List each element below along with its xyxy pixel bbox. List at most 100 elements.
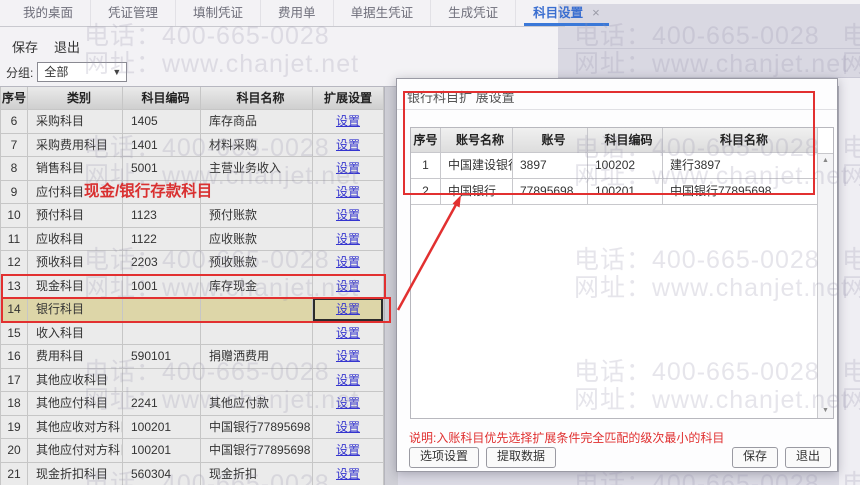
row-action-cell: 设置 <box>313 274 384 297</box>
tab-7[interactable]: 科目设置 × <box>516 0 617 26</box>
active-tab-underline <box>524 23 609 26</box>
settings-link[interactable]: 设置 <box>335 372 360 387</box>
group-label: 分组: <box>6 65 34 80</box>
extract-data-button[interactable]: 提取数据 <box>486 447 557 468</box>
save-button[interactable]: 保存 <box>12 40 39 55</box>
settings-link[interactable]: 设置 <box>335 396 360 410</box>
table-row[interactable]: 12 预收科目 2203 预收账款 设置 <box>1 251 385 275</box>
dialog-left-buttons: 选项设置 提取数据 <box>409 447 557 468</box>
exit-button[interactable]: 退出 <box>54 40 81 55</box>
bank-table-row[interactable]: 1 中国建设银行 3897 100202 建行3897 <box>411 153 818 179</box>
row-action-cell: 设置 <box>313 345 384 368</box>
row-action-cell: 设置 <box>313 180 384 203</box>
dialog-right-buttons: 保存 退出 <box>731 447 831 468</box>
options-settings-button[interactable]: 选项设置 <box>409 447 480 468</box>
dialog-save-button[interactable]: 保存 <box>731 447 778 468</box>
row-name <box>201 368 313 391</box>
table-row[interactable]: 8 销售科目 5001 主营业务收入 设置 <box>1 157 385 181</box>
row-seq: 12 <box>1 251 28 274</box>
dialog-exit-button[interactable]: 退出 <box>784 447 831 468</box>
row-action-cell: 设置 <box>313 462 384 485</box>
table-row[interactable]: 9 应付科目 设置 <box>1 180 385 204</box>
row-name: 材料采购 <box>201 133 313 156</box>
row-seq: 10 <box>1 204 28 227</box>
top-right-panel <box>558 4 860 78</box>
row-seq: 21 <box>1 462 28 485</box>
row-action-cell: 设置 <box>313 321 384 344</box>
settings-link[interactable]: 设置 <box>335 114 360 128</box>
divider <box>558 77 860 78</box>
scrollbar-header-stub <box>818 128 833 154</box>
tab-4[interactable]: 费用单 <box>261 0 334 26</box>
settings-link[interactable]: 设置 <box>335 184 360 199</box>
settings-link[interactable]: 设置 <box>335 443 360 457</box>
row-code: 1001 <box>123 274 201 297</box>
row-seq: 19 <box>1 415 28 438</box>
table-row[interactable]: 21 现金折扣科目 560304 现金折扣 设置 <box>1 462 385 485</box>
table-row[interactable]: 11 应收科目 1122 应收账款 设置 <box>1 227 385 251</box>
row-seq: 20 <box>1 439 28 462</box>
table-row[interactable]: 16 费用科目 590101 捐赠洒费用 设置 <box>1 345 385 369</box>
settings-link[interactable]: 设置 <box>335 161 360 175</box>
tab-label: 我的桌面 <box>23 6 74 20</box>
row-category: 预收科目 <box>28 251 123 274</box>
tab-1[interactable]: 我的桌面 <box>6 0 92 26</box>
column-header: 类别 <box>28 87 123 109</box>
tab-5[interactable]: 单据生凭证 <box>334 0 432 26</box>
row-code <box>123 368 201 391</box>
table-row[interactable]: 7 采购费用科目 1401 材料采购 设置 <box>1 133 385 157</box>
bank-cell-seq: 1 <box>411 153 441 178</box>
row-code: 1401 <box>123 133 201 156</box>
row-action-cell: 设置 <box>313 157 384 180</box>
table-row[interactable]: 17 其他应收科目 设置 <box>1 368 385 392</box>
settings-link[interactable]: 设置 <box>335 419 360 434</box>
settings-link[interactable]: 设置 <box>335 208 360 222</box>
scroll-up-icon[interactable]: ▲ <box>822 157 829 164</box>
row-category: 银行科目 <box>28 298 123 321</box>
row-action-cell: 设置 <box>313 392 384 415</box>
table-row[interactable]: 20 其他应付对方科目 100201 中国银行77895698 设置 <box>1 439 385 463</box>
tab-6[interactable]: 生成凭证 <box>431 0 517 26</box>
bank-cell-code: 100201 <box>588 179 663 204</box>
tab-2[interactable]: 凭证管理 <box>91 0 177 26</box>
settings-link[interactable]: 设置 <box>335 231 360 246</box>
scroll-down-icon[interactable]: ▼ <box>822 407 829 414</box>
row-name <box>201 298 313 321</box>
group-filter-row: 分组: 全部 ▼ <box>6 62 128 82</box>
row-action-cell: 设置 <box>313 227 384 250</box>
row-category: 应付科目 <box>28 180 123 203</box>
settings-link[interactable]: 设置 <box>335 255 360 269</box>
column-header: 扩展设置 <box>313 87 384 109</box>
dialog-scrollbar[interactable]: ▲ ▼ <box>817 128 833 418</box>
table-row[interactable]: 18 其他应付科目 2241 其他应付款 设置 <box>1 392 385 416</box>
settings-link[interactable]: 设置 <box>335 325 360 340</box>
close-tab-icon[interactable]: × <box>592 5 600 20</box>
column-header: 科目编码 <box>588 128 663 152</box>
row-name: 现金折扣 <box>201 462 313 485</box>
row-seq: 11 <box>1 227 28 250</box>
row-category: 其他应付科目 <box>28 392 123 415</box>
row-code: 1122 <box>123 227 201 250</box>
table-row[interactable]: 10 预付科目 1123 预付账款 设置 <box>1 204 385 228</box>
table-row[interactable]: 14 银行科目 设置 <box>1 298 385 322</box>
row-name: 预收账款 <box>201 251 313 274</box>
settings-link[interactable]: 设置 <box>335 349 360 363</box>
group-select[interactable]: 全部 ▼ <box>37 62 128 82</box>
bank-cell-name: 建行3897 <box>670 158 721 172</box>
settings-link[interactable]: 设置 <box>335 278 360 293</box>
table-row[interactable]: 13 现金科目 1001 库存现金 设置 <box>1 274 385 298</box>
bank-table-row[interactable]: 2 中国银行 77895698 100201 中国银行77895698 <box>411 179 818 205</box>
row-action-cell: 设置 <box>313 415 384 438</box>
table-row[interactable]: 15 收入科目 设置 <box>1 321 385 345</box>
scroll-track[interactable] <box>818 168 833 404</box>
row-code <box>123 180 201 203</box>
table-row[interactable]: 19 其他应收对方科目 100201 中国银行77895698 设置 <box>1 415 385 439</box>
row-name: 主营业务收入 <box>201 157 313 180</box>
settings-link[interactable]: 设置 <box>335 302 360 316</box>
table-row[interactable]: 6 采购科目 1405 库存商品 设置 <box>1 110 385 134</box>
tabbar-divider <box>0 26 565 27</box>
settings-link[interactable]: 设置 <box>335 466 360 481</box>
chevron-down-icon: ▼ <box>112 67 122 77</box>
tab-3[interactable]: 填制凭证 <box>176 0 262 26</box>
settings-link[interactable]: 设置 <box>335 137 360 152</box>
